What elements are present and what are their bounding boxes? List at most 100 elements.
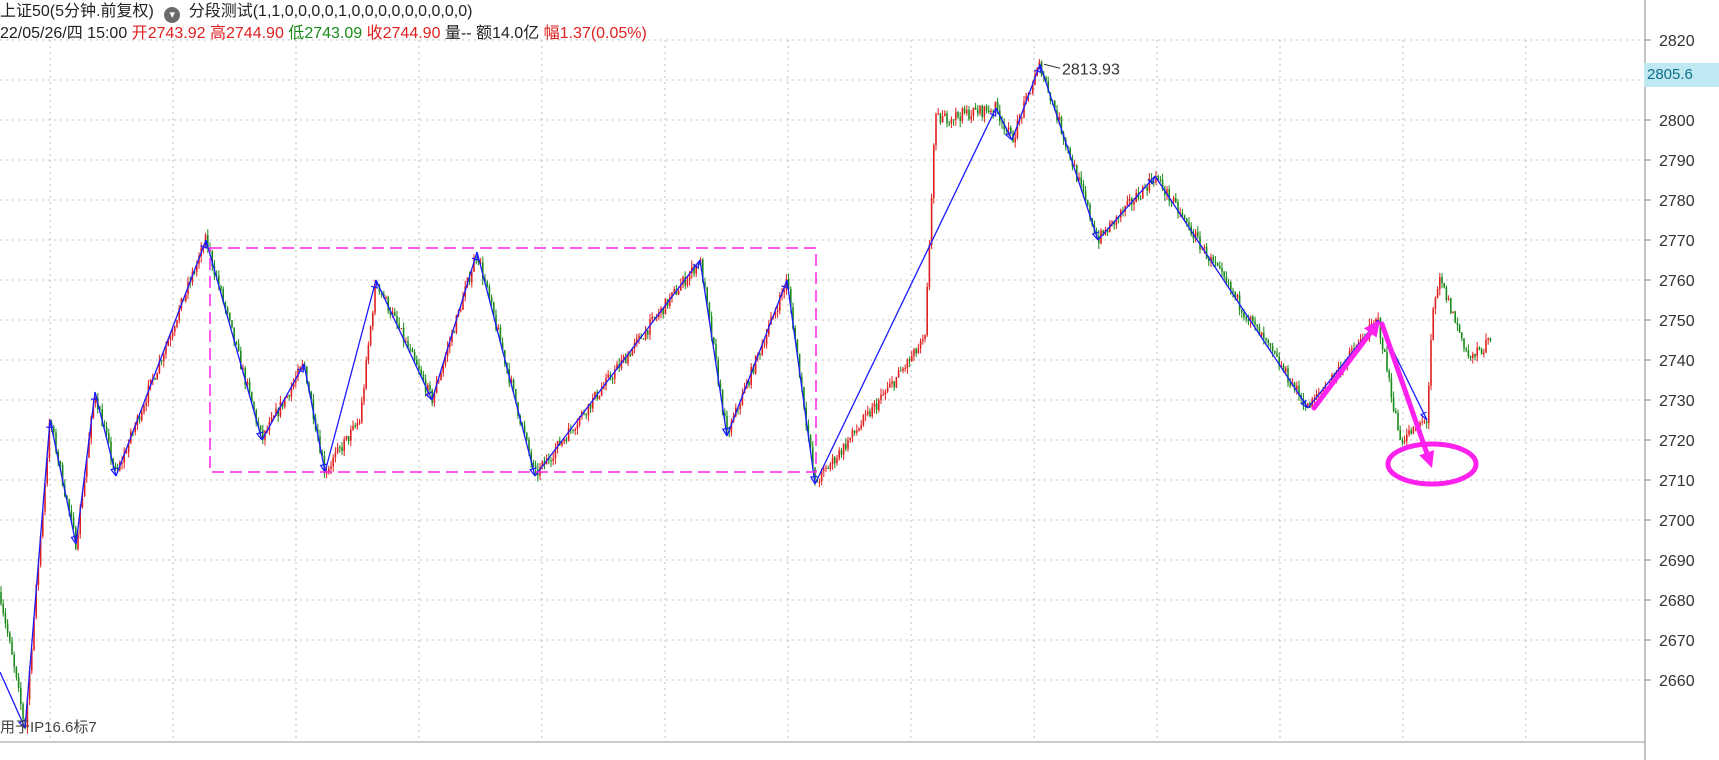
candle-body: [233, 327, 235, 343]
zigzag-arrowhead: [255, 431, 264, 441]
candle-body: [849, 437, 851, 441]
candle-body: [1450, 298, 1452, 314]
candle-body: [343, 439, 345, 452]
candle-body: [917, 348, 920, 354]
candle-body: [231, 320, 233, 328]
high-label: 高: [209, 25, 226, 42]
amount-value: 14.0亿: [492, 25, 540, 42]
candle-body: [933, 145, 935, 198]
candle-body: [1249, 316, 1252, 322]
zigzag-segment: [261, 363, 305, 441]
candle-body: [1210, 256, 1212, 262]
candle-body: [253, 402, 255, 410]
candle-body: [871, 406, 873, 417]
zigzag-arrowhead: [809, 475, 818, 485]
candle-body: [363, 388, 365, 402]
candle-body: [809, 435, 812, 448]
candle-body: [79, 507, 81, 535]
candle-body: [911, 355, 913, 362]
candle-body: [31, 649, 33, 671]
y-tick-label: 2790: [1659, 153, 1695, 170]
y-tick-label: 2760: [1659, 273, 1695, 290]
zigzag-segment: [324, 279, 377, 473]
candle-body: [147, 385, 150, 403]
zigzag-arrowhead: [370, 279, 378, 289]
candle-body: [512, 379, 515, 389]
candle-body: [288, 395, 290, 397]
candle-body: [1467, 350, 1470, 357]
open-label: 开: [131, 25, 148, 42]
candle-body: [928, 245, 931, 288]
candle-body: [1159, 179, 1162, 181]
candle-body: [651, 316, 653, 320]
candle-body: [530, 452, 532, 463]
candle-body: [741, 393, 744, 406]
candle-body: [262, 429, 264, 440]
candle-body: [1089, 204, 1091, 219]
candle-body: [1208, 258, 1210, 262]
candle-body: [532, 462, 535, 466]
candle-body: [748, 381, 750, 385]
candle-body: [1032, 85, 1034, 94]
candle-body: [332, 457, 334, 467]
zigzag-arrowhead: [721, 427, 730, 437]
candle-body: [367, 345, 370, 361]
candle-body: [462, 296, 464, 310]
candle-body: [790, 289, 792, 308]
candle-body: [39, 535, 42, 565]
candle-body: [22, 704, 24, 719]
y-tick-label: 2700: [1659, 513, 1695, 530]
settings-icon[interactable]: ▾: [164, 7, 181, 23]
candle-body: [915, 348, 917, 354]
candle-body: [347, 435, 350, 441]
y-tick-label: 2660: [1659, 673, 1695, 690]
indicator-name[interactable]: 分段测试(1,1,0,0,0,0,1,0,0,0,0,0,0,0,0,0): [188, 3, 473, 20]
candle-body: [422, 374, 425, 380]
annotations: [209, 63, 1479, 487]
candle-body: [449, 341, 451, 348]
candle-body: [453, 332, 455, 334]
candle-body: [167, 340, 169, 346]
candle-body: [1274, 350, 1276, 354]
candle-body: [1412, 426, 1415, 434]
zigzag-arrowhead: [1300, 399, 1309, 409]
candle-body: [563, 439, 565, 442]
candle-body: [1183, 215, 1186, 219]
candle-body: [497, 327, 499, 330]
candle-body: [878, 400, 880, 410]
candle-body: [398, 323, 400, 329]
candle-body: [1010, 127, 1012, 133]
candle-body: [1133, 201, 1135, 205]
candle-body: [284, 397, 286, 407]
candle-body: [277, 408, 279, 417]
zigzag-arrowhead: [529, 467, 537, 477]
candle-body: [1225, 276, 1228, 283]
candle-body: [785, 278, 788, 290]
candle-body: [411, 349, 414, 353]
candle-body: [257, 422, 260, 426]
candle-body: [1197, 232, 1199, 237]
candle-body: [845, 443, 847, 449]
candle-body: [70, 510, 73, 518]
candle-body: [255, 409, 257, 423]
candle-body: [72, 517, 75, 528]
candle-body: [1230, 282, 1232, 291]
candle-body: [455, 315, 458, 333]
candle-body: [42, 511, 44, 536]
candle-body: [1432, 308, 1434, 340]
candle-body: [321, 452, 323, 456]
candle-body: [856, 430, 858, 433]
candle-body: [1175, 198, 1177, 203]
candle-body: [1199, 236, 1201, 250]
candle-body: [15, 666, 18, 678]
zigzag-arrowhead: [1419, 411, 1428, 421]
candle-body: [515, 388, 517, 403]
candle-body: [706, 287, 708, 303]
candle-body: [92, 403, 95, 418]
candle-body: [662, 308, 664, 315]
candle-body: [561, 441, 563, 446]
candle-body: [847, 440, 849, 449]
y-tick-label: 2730: [1659, 393, 1695, 410]
candle-body: [240, 350, 242, 370]
candle-body: [605, 377, 607, 386]
